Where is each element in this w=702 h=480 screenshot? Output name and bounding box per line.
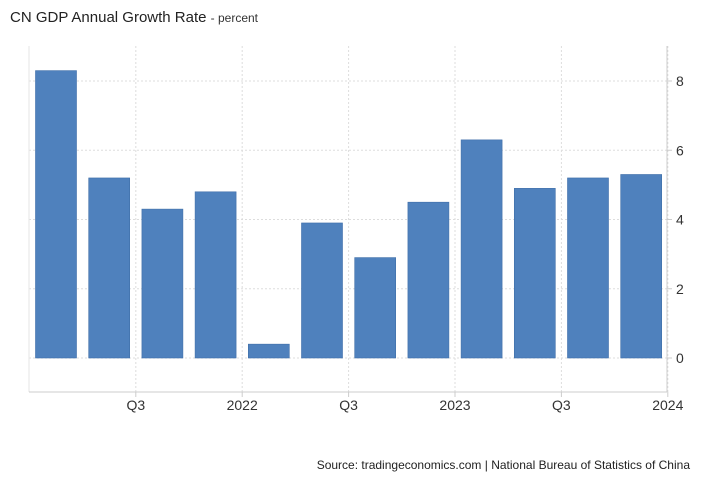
bar	[301, 222, 343, 359]
chart-unit: - percent	[210, 11, 259, 25]
source-note: Source: tradingeconomics.com | National …	[316, 458, 690, 472]
y-tick-label: 0	[676, 350, 684, 366]
bar	[141, 208, 184, 359]
x-tick-label: Q3	[126, 397, 145, 413]
x-tick-label: Q3	[339, 397, 358, 413]
bar	[407, 201, 450, 359]
x-tick-label: 2024	[652, 397, 683, 413]
bar	[620, 174, 663, 359]
bar	[354, 257, 397, 359]
bar	[88, 177, 130, 359]
bar	[194, 191, 237, 359]
y-tick-label: 4	[676, 212, 684, 228]
bar	[567, 177, 609, 359]
bar	[513, 188, 556, 359]
bar	[460, 139, 503, 359]
bar	[35, 70, 77, 359]
y-tick-label: 6	[676, 142, 684, 158]
x-tick-label: 2023	[439, 397, 470, 413]
chart-title: CN GDP Annual Growth Rate - percent	[10, 9, 258, 26]
bar	[248, 343, 290, 359]
x-tick-label: Q3	[552, 397, 571, 413]
y-tick-label: 8	[676, 73, 684, 89]
chart-title-text: CN GDP Annual Growth Rate	[10, 9, 207, 26]
y-tick-label: 2	[676, 281, 684, 297]
x-tick-label: 2022	[227, 397, 258, 413]
